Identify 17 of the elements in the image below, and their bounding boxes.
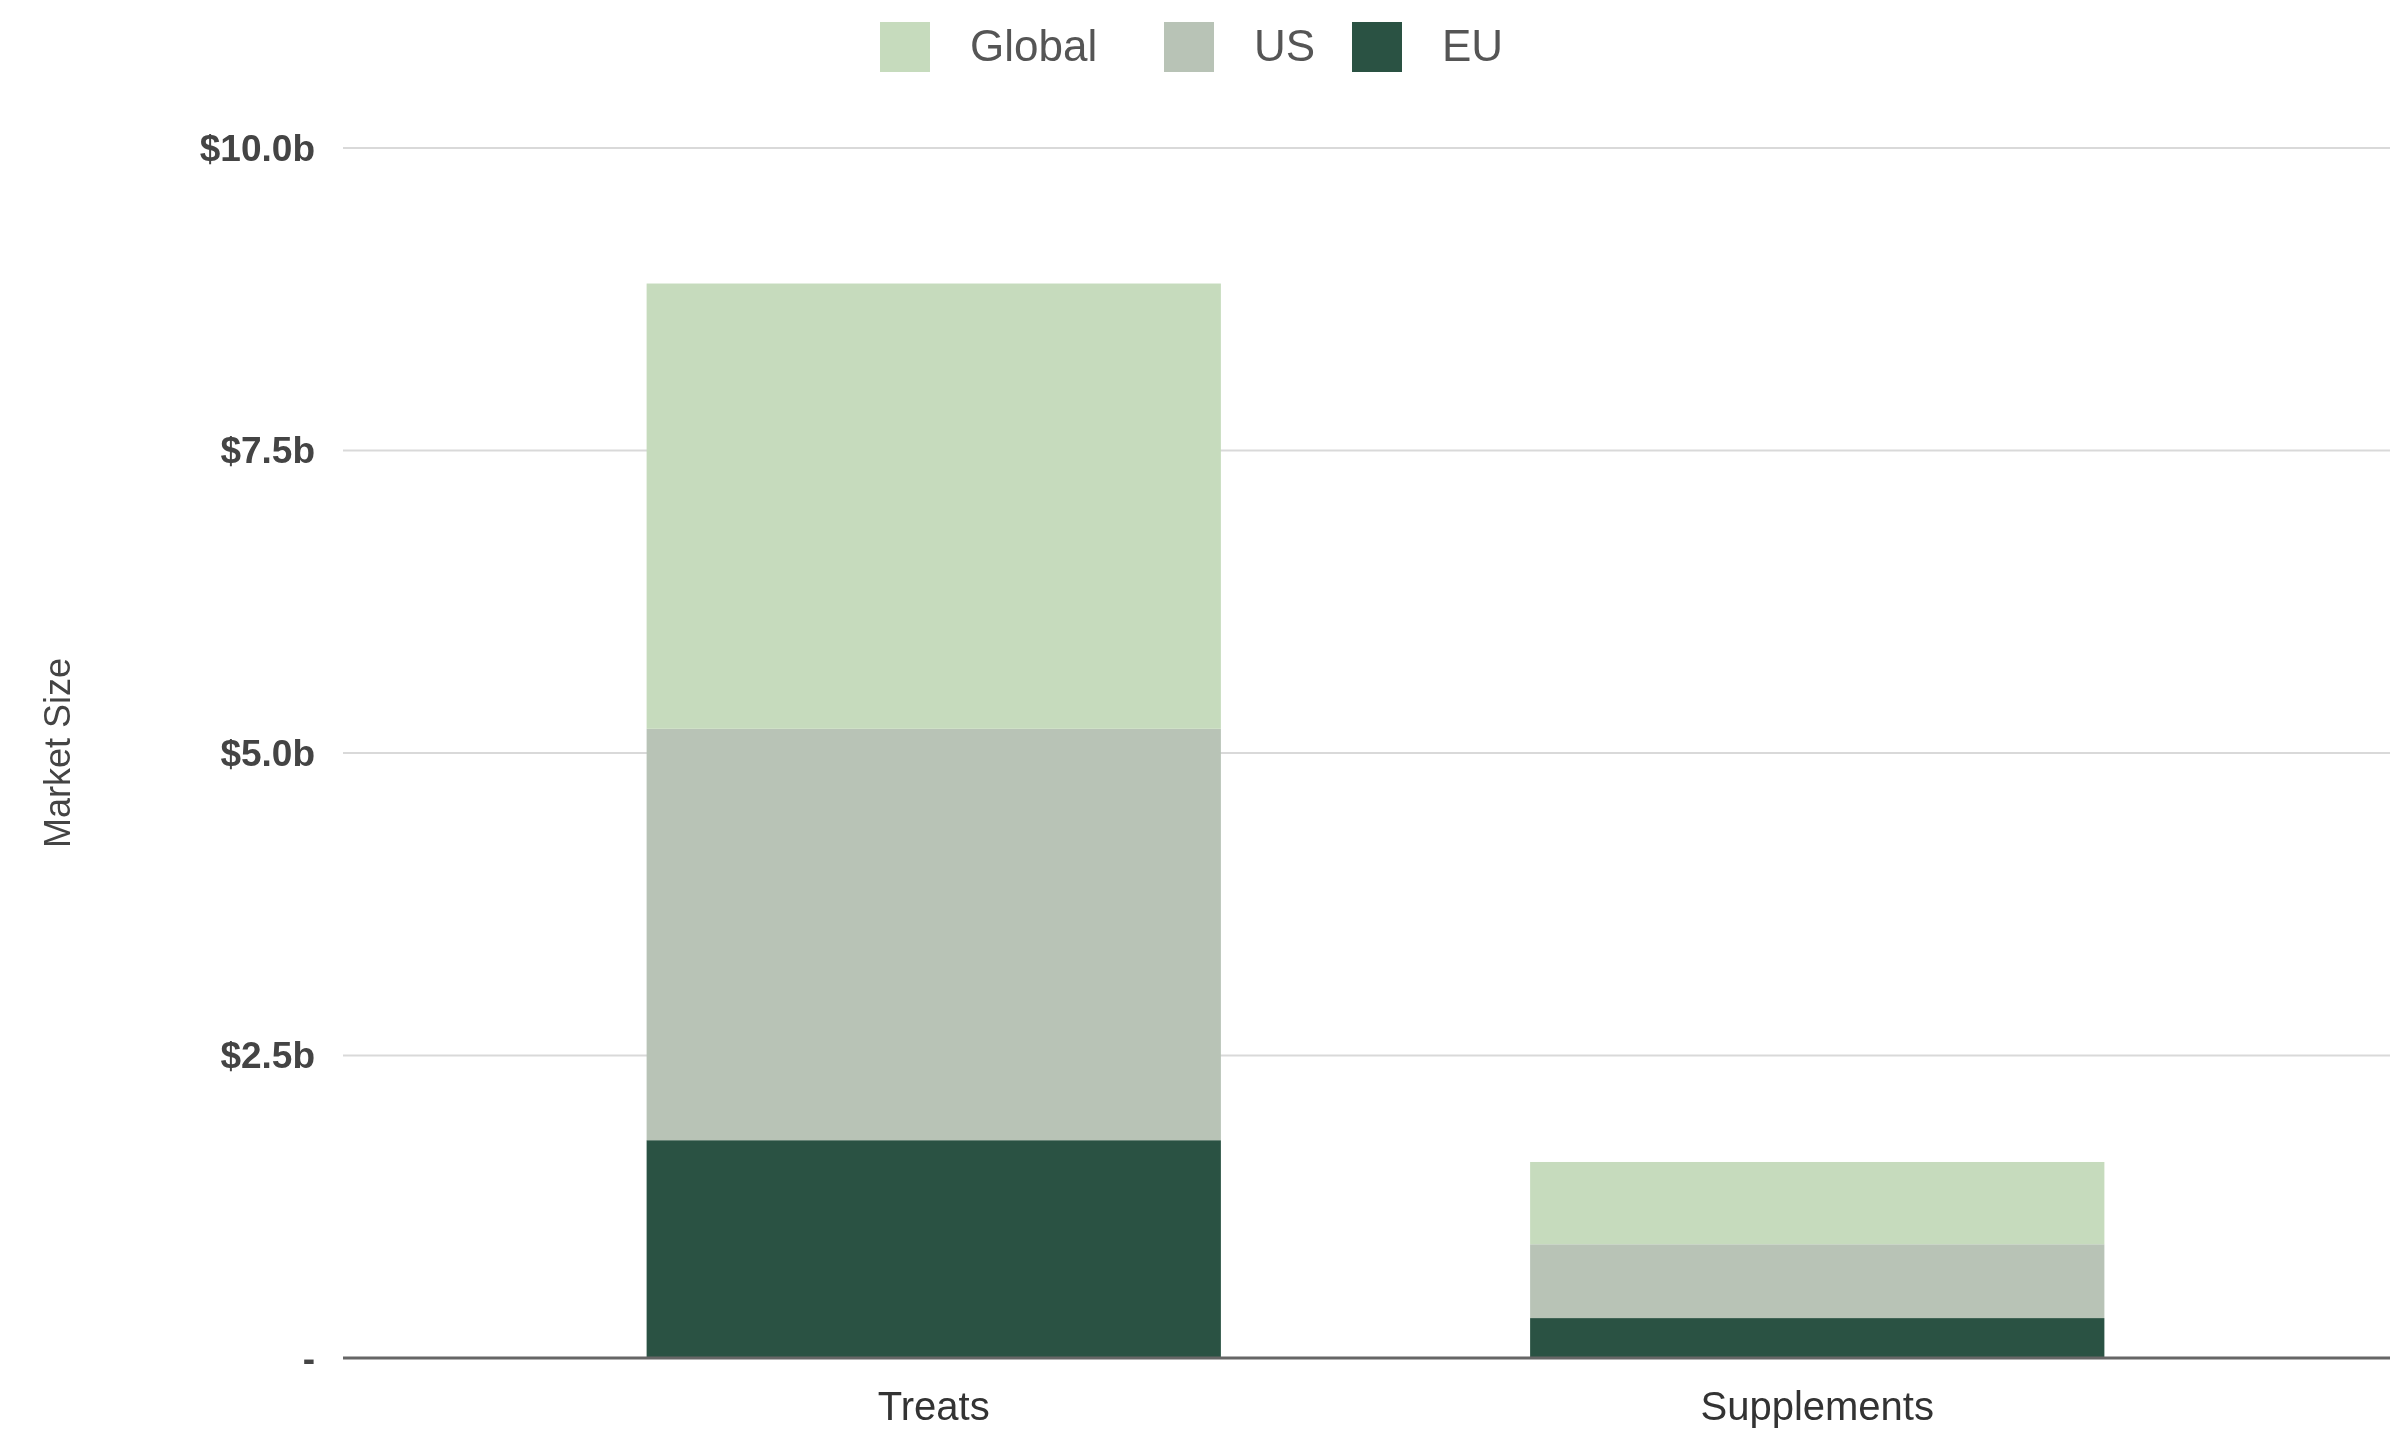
bar bbox=[646, 283, 1221, 729]
bar bbox=[646, 728, 1221, 1141]
bar bbox=[1530, 1318, 2105, 1358]
y-tick-label: $5.0b bbox=[220, 732, 315, 774]
x-tick-label: Treats bbox=[877, 1384, 990, 1428]
x-tick-label: Supplements bbox=[1700, 1384, 1934, 1428]
legend-label: US bbox=[1254, 21, 1316, 71]
y-tick-label: $10.0b bbox=[199, 127, 315, 169]
bar bbox=[1530, 1244, 2105, 1319]
bar bbox=[646, 1140, 1221, 1358]
y-tick-label: $7.5b bbox=[220, 430, 315, 472]
y-tick-label: $2.5b bbox=[220, 1035, 315, 1077]
legend-label: EU bbox=[1442, 21, 1504, 71]
legend-label: Global bbox=[970, 21, 1098, 71]
bar bbox=[1530, 1161, 2105, 1245]
y-tick-label: - bbox=[302, 1337, 315, 1379]
y-axis-title: Market Size bbox=[37, 657, 78, 849]
